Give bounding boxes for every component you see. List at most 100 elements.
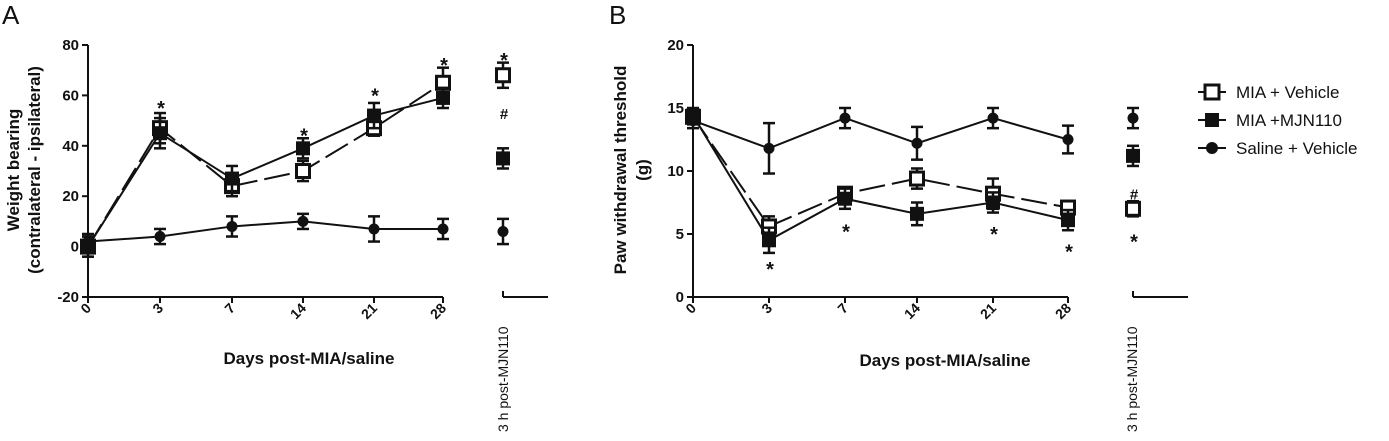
significance-asterisk: *	[500, 50, 508, 72]
significance-hash: #	[1130, 187, 1139, 204]
panel-a-y-axis-title: Weight bearing	[4, 109, 23, 231]
filled-circle-marker	[368, 223, 380, 235]
y-tick-label: -20	[57, 289, 79, 306]
open-square-marker	[495, 67, 511, 84]
filled-square-marker	[367, 108, 381, 123]
filled-circle-marker	[763, 142, 775, 154]
x-tick-label: 28	[427, 300, 449, 322]
filled-circle-marker	[911, 137, 923, 149]
legend-filled-square-marker	[1205, 113, 1219, 127]
filled-circle-marker	[437, 223, 449, 235]
filled-square-marker	[1126, 148, 1140, 163]
filled-square-marker	[910, 206, 924, 221]
significance-hash: #	[500, 106, 509, 123]
x-tick-label: 0	[682, 300, 699, 317]
y-tick-label: 10	[667, 163, 684, 180]
panel-b-y-axis-title: Paw withdrawal threshold	[611, 66, 630, 275]
panel-a-extra-category-label: 3 h post-MJN110	[495, 326, 511, 432]
significance-asterisk: *	[300, 126, 308, 148]
panel-a-x-axis-title: Days post-MIA/saline	[224, 349, 395, 368]
filled-square-marker	[153, 126, 167, 141]
x-tick-label: 7	[221, 300, 238, 317]
significance-asterisk: *	[1130, 232, 1138, 254]
y-tick-label: 0	[71, 239, 79, 256]
filled-circle-marker	[297, 215, 309, 227]
y-tick-label: 60	[62, 87, 79, 104]
filled-circle-marker	[1062, 134, 1074, 145]
y-tick-label: 40	[62, 138, 79, 155]
significance-asterisk: *	[990, 224, 998, 246]
filled-square-marker	[225, 171, 239, 186]
filled-circle-marker	[154, 231, 166, 243]
y-tick-label: 20	[667, 37, 684, 54]
series-line-mia-mjn110	[87, 96, 444, 248]
panel-a-y-axis-subtitle: (contralateral - ipsilateral)	[25, 66, 44, 274]
open-square-marker	[1125, 200, 1141, 217]
series-line-mia-mjn110	[692, 115, 1069, 242]
filled-circle-marker	[987, 112, 999, 124]
significance-asterisk: *	[157, 98, 165, 120]
panel-b-annotations: * * * * # *	[766, 187, 1139, 282]
x-tick-label: 14	[901, 300, 923, 322]
y-tick-label: 15	[667, 100, 684, 117]
filled-circle-marker	[687, 115, 699, 127]
panel-b-axes: 0 5 10 15 20 0 3 7 14 21 28	[667, 37, 1188, 322]
panel-b-y-axis-subtitle: (g)	[633, 159, 652, 181]
y-tick-label: 80	[62, 37, 79, 54]
panel-b: B 0 5 10 15 20 0 3 7 14 21 28 * * * * # * Days post-MIA…	[609, 0, 1188, 432]
panel-a-annotations: * * * * * #	[157, 50, 509, 148]
x-tick-label: 21	[358, 300, 380, 322]
legend-label-mia-mjn110: MIA +MJN110	[1236, 111, 1342, 130]
x-tick-label: 0	[77, 300, 94, 317]
filled-square-marker	[986, 195, 1000, 210]
filled-circle-marker	[226, 220, 238, 232]
x-tick-label: 28	[1052, 300, 1074, 322]
filled-square-marker	[296, 141, 310, 156]
panel-b-series	[685, 106, 1141, 255]
x-tick-label: 3	[149, 300, 166, 317]
x-tick-label: 14	[287, 300, 309, 322]
y-tick-label: 0	[676, 289, 684, 306]
series-line-saline-vehicle	[87, 220, 443, 243]
filled-square-marker	[1061, 213, 1075, 228]
open-square-marker	[909, 170, 925, 187]
panel-b-x-axis-title: Days post-MIA/saline	[860, 351, 1031, 370]
panel-a-letter: A	[2, 0, 20, 30]
panel-b-extra-category-label: 3 h post-MJN110	[1124, 326, 1140, 432]
legend-label-mia-vehicle: MIA + Vehicle	[1236, 83, 1339, 102]
filled-square-marker	[762, 233, 776, 248]
legend-item-mia-mjn110: MIA +MJN110	[1198, 111, 1342, 130]
filled-square-marker	[496, 151, 510, 166]
x-tick-label: 21	[977, 300, 999, 322]
legend-filled-circle-marker	[1206, 142, 1218, 154]
series-line-mia-vehicle	[692, 116, 1069, 228]
legend-item-saline-vehicle: Saline + Vehicle	[1198, 139, 1357, 158]
filled-circle-marker	[82, 236, 94, 248]
legend-item-mia-vehicle: MIA + Vehicle	[1198, 83, 1339, 102]
legend: MIA + Vehicle MIA +MJN110 Saline + Vehic…	[1198, 83, 1357, 158]
x-tick-label: 7	[834, 300, 851, 317]
series-line-saline-vehicle	[692, 117, 1069, 150]
panel-b-letter: B	[609, 0, 626, 30]
legend-label-saline-vehicle: Saline + Vehicle	[1236, 139, 1357, 158]
panel-a-series	[80, 61, 511, 258]
x-tick-label: 3	[758, 300, 775, 317]
series-line-mia-vehicle	[87, 81, 444, 248]
filled-square-marker	[436, 90, 450, 105]
significance-asterisk: *	[1065, 242, 1073, 264]
significance-asterisk: *	[766, 259, 774, 281]
open-square-marker	[295, 163, 311, 179]
significance-asterisk: *	[371, 85, 379, 107]
significance-asterisk: *	[440, 55, 448, 77]
y-tick-label: 5	[676, 226, 684, 243]
filled-circle-marker	[497, 225, 509, 237]
filled-circle-marker	[839, 112, 851, 124]
legend-open-square-marker	[1203, 83, 1221, 101]
filled-circle-marker	[1127, 112, 1139, 124]
significance-asterisk: *	[842, 221, 850, 243]
y-tick-label: 20	[62, 188, 79, 205]
